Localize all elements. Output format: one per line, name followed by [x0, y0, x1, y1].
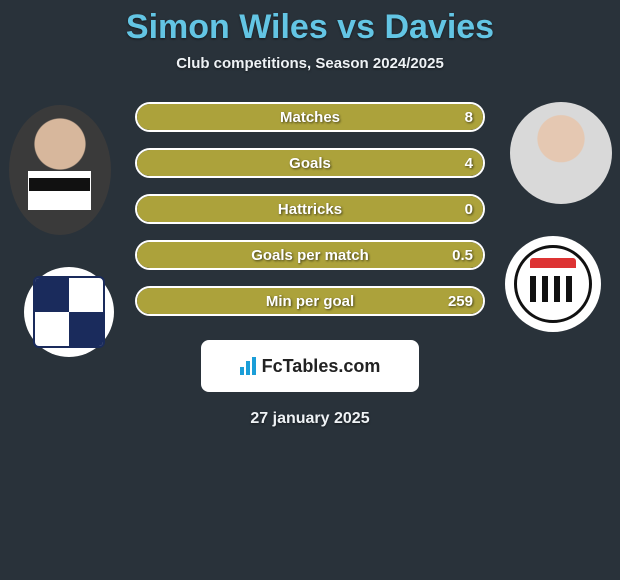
- grimsby-crest-icon: [514, 245, 592, 323]
- stat-bars: Matches8Goals4Hattricks0Goals per match0…: [135, 102, 485, 316]
- stat-bar-label: Hattricks: [137, 196, 483, 222]
- subtitle: Club competitions, Season 2024/2025: [0, 55, 620, 72]
- stat-bar: Matches8: [135, 102, 485, 132]
- comparison-container: Matches8Goals4Hattricks0Goals per match0…: [0, 102, 620, 316]
- stat-bar: Hattricks0: [135, 194, 485, 224]
- source-logo: FcTables.com: [201, 340, 419, 392]
- source-logo-text: FcTables.com: [262, 356, 381, 377]
- club-right-badge: [505, 236, 601, 332]
- page-title: Simon Wiles vs Davies: [0, 0, 620, 47]
- chart-icon: [240, 357, 256, 375]
- stat-bar: Min per goal259: [135, 286, 485, 316]
- player-right-silhouette: [510, 102, 612, 204]
- stat-bar-label: Matches: [137, 104, 483, 130]
- stat-bar: Goals per match0.5: [135, 240, 485, 270]
- stat-bar-value: 4: [465, 150, 473, 176]
- stat-bar-label: Min per goal: [137, 288, 483, 314]
- stat-bar: Goals4: [135, 148, 485, 178]
- snapshot-date: 27 january 2025: [0, 410, 620, 428]
- player-right-avatar: [510, 102, 612, 204]
- barrow-crest-icon: [33, 276, 105, 348]
- player-left-avatar: [9, 105, 111, 235]
- stat-bar-value: 259: [448, 288, 473, 314]
- stat-bar-label: Goals per match: [137, 242, 483, 268]
- stat-bar-value: 8: [465, 104, 473, 130]
- club-left-badge: [24, 267, 114, 357]
- stat-bar-value: 0.5: [452, 242, 473, 268]
- stat-bar-label: Goals: [137, 150, 483, 176]
- player-left-silhouette: [9, 105, 111, 235]
- stat-bar-value: 0: [465, 196, 473, 222]
